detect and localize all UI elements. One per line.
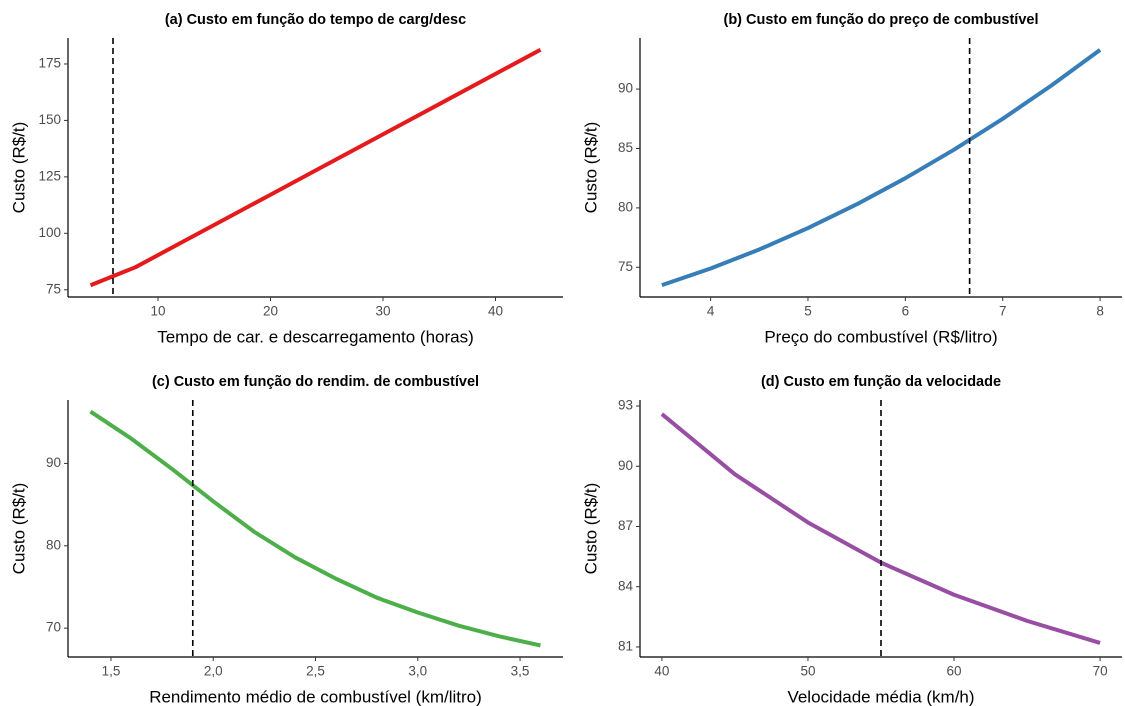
x-axis-title: Preço do combustível (R$/litro) [764,327,997,346]
y-tick-label: 75 [618,259,633,274]
data-line [89,47,542,288]
y-tick-label: 70 [46,620,61,635]
y-tick-label: 75 [46,281,61,296]
y-tick-label: 85 [618,140,633,155]
y-tick-label: 80 [46,537,61,552]
data-line [660,412,1101,645]
y-tick-label: 150 [38,112,61,127]
panel-title: (d) Custo em função da velocidade [761,374,1001,390]
x-tick-label: 2,0 [204,664,223,679]
x-tick-label: 7 [999,304,1007,319]
x-tick-label: 20 [263,304,278,319]
x-tick-label: 3,5 [511,664,530,679]
x-axis-title: Rendimento médio de combustível (km/litr… [149,687,482,706]
y-tick-label: 90 [46,455,61,470]
x-tick-label: 6 [902,304,910,319]
y-tick-label: 80 [618,199,633,214]
x-tick-label: 30 [375,304,390,319]
x-tick-label: 10 [150,304,165,319]
x-tick-label: 1,5 [102,664,121,679]
data-line [661,48,1102,288]
y-tick-label: 87 [618,518,633,533]
y-tick-label: 81 [618,639,633,654]
x-tick-label: 3,0 [408,664,427,679]
y-tick-label: 90 [618,81,633,96]
panel-title: (a) Custo em função do tempo de carg/des… [165,12,466,28]
y-axis-title: Custo (R$/t) [9,483,28,575]
y-axis-title: Custo (R$/t) [581,483,600,575]
y-tick-label: 125 [38,168,61,183]
y-tick-label: 93 [618,398,633,413]
y-tick-label: 100 [38,225,61,240]
x-tick-label: 2,5 [306,664,325,679]
panel-title: (c) Custo em função do rendim. de combus… [152,374,479,390]
x-tick-label: 5 [804,304,812,319]
x-tick-label: 40 [488,304,503,319]
y-axis-title: Custo (R$/t) [9,122,28,214]
y-tick-label: 175 [38,56,61,71]
x-axis-title: Tempo de car. e descarregamento (horas) [157,327,474,346]
y-tick-label: 90 [618,458,633,473]
x-tick-label: 40 [654,664,669,679]
x-tick-label: 70 [1093,664,1108,679]
panel-title: (b) Custo em função do preço de combustí… [723,12,1038,28]
data-line [89,409,541,648]
y-axis-title: Custo (R$/t) [581,122,600,214]
x-tick-label: 50 [800,664,815,679]
x-tick-label: 60 [947,664,962,679]
x-axis-title: Velocidade média (km/h) [787,687,974,706]
x-tick-label: 4 [707,304,715,319]
x-tick-label: 8 [1096,304,1104,319]
y-tick-label: 84 [618,578,634,593]
